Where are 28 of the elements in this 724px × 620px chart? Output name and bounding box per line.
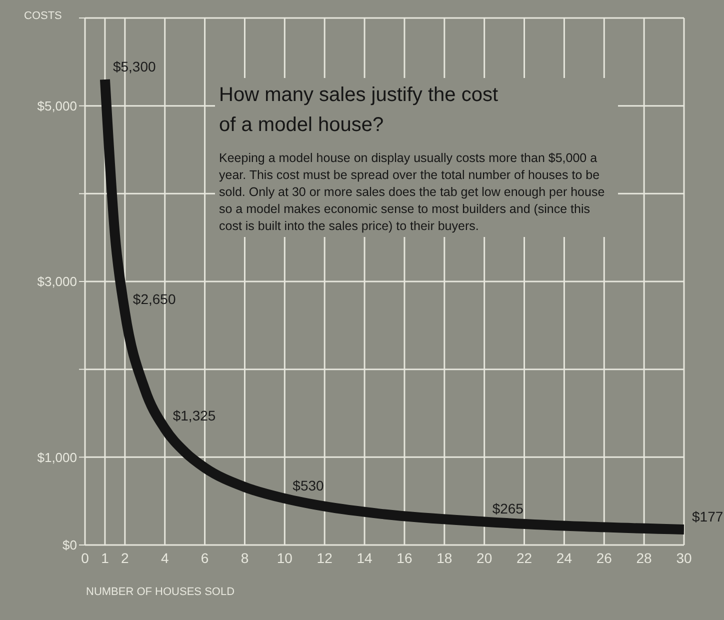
x-tick-label: 6 — [200, 550, 209, 566]
x-axis-title: NUMBER OF HOUSES SOLD — [86, 586, 235, 598]
x-tick-label: 10 — [276, 550, 293, 566]
x-tick-label: 24 — [556, 550, 572, 566]
x-tick-label: 8 — [240, 550, 249, 566]
x-tick-label: 18 — [436, 550, 452, 566]
x-tick-label: 16 — [396, 550, 412, 566]
data-label: $177 — [692, 508, 724, 524]
x-tick-label: 20 — [476, 550, 492, 566]
x-tick-label: 26 — [596, 550, 612, 566]
y-tick-label: $1,000 — [37, 450, 77, 465]
x-tick-label: 2 — [121, 550, 130, 566]
y-axis-title: COSTS — [24, 10, 62, 22]
text: Keeping a model house on display usually costs more than $5,000 a year. This cost must be spread over the total number of houses to be sold. Only at 30 or more sales does the tab get low enough per house so a model makes economic sense to most builders and (since this cost is built into the sales price) to their buyers. — [219, 150, 606, 235]
x-tick-label: 22 — [516, 550, 532, 566]
y-tick-label: $5,000 — [37, 98, 77, 114]
x-tick-label: 12 — [316, 550, 333, 566]
text: How many sales justify the cost of a model house? — [219, 83, 499, 138]
x-tick-label: 0 — [81, 550, 90, 566]
data-label: $530 — [292, 477, 324, 494]
data-label: $265 — [492, 500, 524, 517]
y-tick-label: $0 — [62, 538, 77, 553]
x-tick-label: 14 — [356, 550, 373, 566]
y-tick-label: $3,000 — [37, 274, 77, 290]
x-tick-label: 28 — [636, 550, 652, 566]
x-tick-label: 1 — [101, 550, 110, 566]
x-tick-label: 4 — [160, 550, 169, 566]
x-tick-label: 30 — [676, 550, 692, 566]
